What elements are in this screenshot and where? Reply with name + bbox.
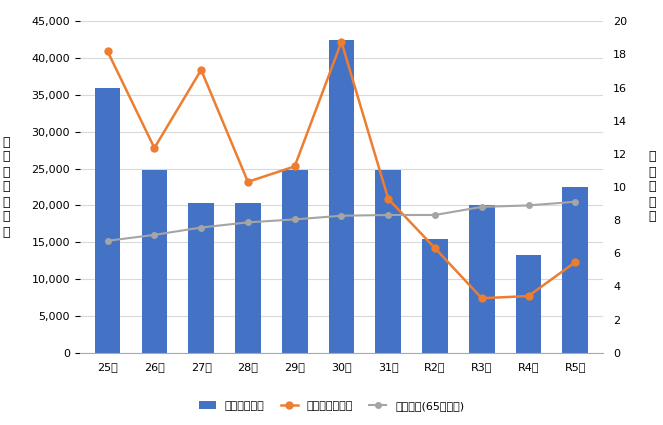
特殊詐欺被害額 [385, 196, 392, 201]
Y-axis label: 件
数
（
件
）: 件 数 （ 件 ） [648, 150, 656, 224]
特殊詐欺被害額 [478, 296, 486, 301]
老年人口(65歳以上) [572, 199, 579, 204]
Bar [141, 170, 167, 353]
Bar [235, 203, 261, 353]
老年人口(65歳以上) [524, 203, 532, 208]
Bar [469, 205, 495, 353]
老年人口(65歳以上) [197, 225, 205, 230]
老年人口(65歳以上) [151, 232, 158, 238]
老年人口(65歳以上) [385, 212, 392, 218]
老年人口(65歳以上) [337, 213, 345, 218]
特殊詐欺被害額 [197, 67, 205, 72]
特殊詐欺被害額 [572, 260, 579, 265]
特殊詐欺被害額 [337, 40, 345, 45]
Bar [329, 40, 354, 353]
Bar [516, 255, 542, 353]
Y-axis label: 被
書
額
（
千
円
）: 被 書 額 （ 千 円 ） [3, 136, 10, 238]
特殊詐欺被害額 [103, 49, 111, 54]
老年人口(65歳以上) [244, 220, 252, 225]
Bar [375, 170, 401, 353]
特殊詐欺被害額 [431, 246, 439, 251]
Line: 特殊詐欺被害額: 特殊詐欺被害額 [104, 38, 579, 302]
老年人口(65歳以上) [103, 238, 111, 244]
老年人口(65歳以上) [478, 204, 486, 210]
Legend: 特殊詐欺件数, 特殊詐欺被害額, 老年人口(65歳以上): 特殊詐欺件数, 特殊詐欺被害額, 老年人口(65歳以上) [194, 396, 469, 415]
特殊詐欺被害額 [290, 164, 298, 169]
Bar [188, 203, 214, 353]
特殊詐欺被害額 [151, 145, 158, 150]
老年人口(65歳以上) [290, 217, 298, 222]
Bar [562, 187, 588, 353]
Line: 老年人口(65歳以上): 老年人口(65歳以上) [105, 199, 578, 244]
Bar [282, 170, 308, 353]
Bar [422, 238, 448, 353]
老年人口(65歳以上) [431, 212, 439, 218]
Bar [95, 88, 121, 353]
特殊詐欺被害額 [244, 179, 252, 184]
特殊詐欺被害額 [524, 294, 532, 299]
